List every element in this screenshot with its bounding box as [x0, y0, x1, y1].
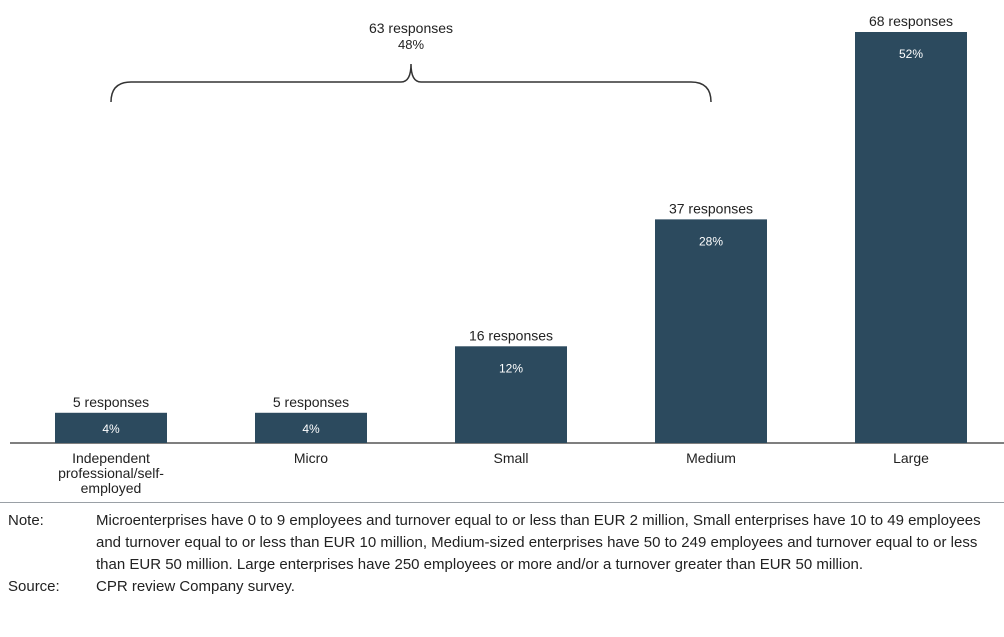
response-label: 37 responses — [669, 200, 753, 216]
source-label: Source: — [8, 578, 60, 595]
x-tick-label: Medium — [686, 450, 736, 466]
source-row: Source: CPR review Company survey. — [0, 576, 1004, 598]
note-row: Note: Microenterprises have 0 to 9 emplo… — [0, 510, 1004, 576]
x-tick-label: Large — [893, 450, 929, 466]
bar — [255, 412, 367, 443]
response-label: 5 responses — [273, 394, 349, 410]
response-label: 16 responses — [469, 327, 553, 343]
bracket-label-percent: 48% — [398, 37, 424, 52]
x-tick-label: Micro — [294, 450, 328, 466]
bar — [55, 412, 167, 443]
percent-label: 4% — [102, 422, 120, 436]
note-text: Microenterprises have 0 to 9 employees a… — [96, 512, 981, 573]
notes-divider — [0, 502, 1004, 503]
percent-label: 12% — [499, 361, 523, 375]
x-tick-label: Independent — [72, 450, 150, 466]
response-label: 5 responses — [73, 394, 149, 410]
notes-section: Note: Microenterprises have 0 to 9 emplo… — [0, 510, 1004, 598]
response-label: 68 responses — [869, 13, 953, 29]
source-text: CPR review Company survey. — [96, 578, 295, 595]
bracket-label-responses: 63 responses — [369, 20, 453, 36]
note-label: Note: — [8, 512, 44, 529]
percent-label: 28% — [699, 234, 723, 248]
x-tick-label: Small — [493, 450, 528, 466]
bar — [855, 32, 967, 443]
x-tick-label: employed — [81, 480, 142, 496]
bracket-brace — [110, 63, 712, 103]
percent-label: 4% — [302, 422, 320, 436]
bar — [455, 346, 567, 443]
x-tick-label: professional/self- — [58, 465, 164, 481]
percent-label: 52% — [899, 47, 923, 61]
bar — [655, 219, 767, 443]
bar-chart: 5 responses 4% Independentprofessional/sel… — [10, 13, 1004, 496]
